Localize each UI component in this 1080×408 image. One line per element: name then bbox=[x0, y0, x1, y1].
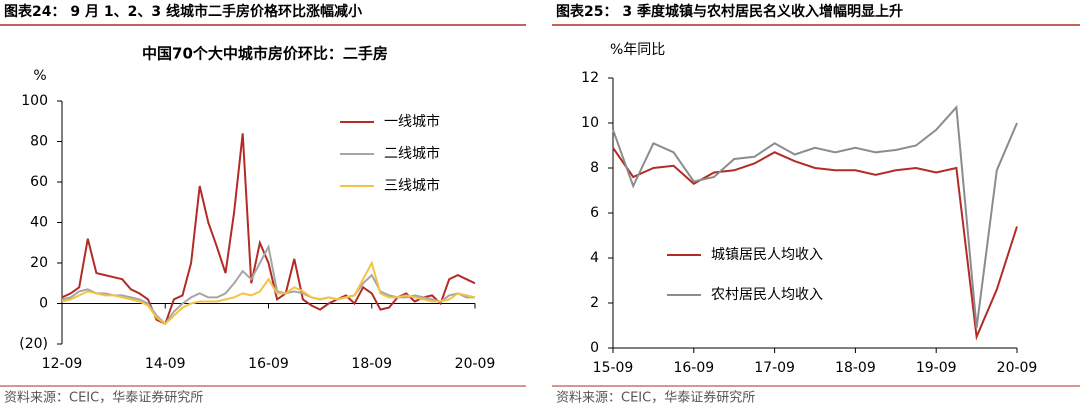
legend-label: 城镇居民人均收入 bbox=[711, 247, 823, 263]
y-tick-label: 60 bbox=[30, 174, 48, 190]
y-tick-label: 0 bbox=[590, 340, 599, 356]
x-tick-label: 16-09 bbox=[673, 360, 714, 376]
x-tick-label: 15-09 bbox=[593, 360, 634, 376]
x-tick-label: 12-09 bbox=[42, 356, 83, 372]
chart-title: 中国70个大中城市房价环比：二手房 bbox=[142, 45, 388, 63]
x-tick-label: 20-09 bbox=[997, 360, 1038, 376]
source: 资料来源：CEIC，华泰证券研究所 bbox=[4, 390, 203, 406]
y-tick-label: 12 bbox=[581, 70, 599, 86]
y-tick-label: (20) bbox=[19, 336, 48, 352]
y-tick-label: 20 bbox=[30, 255, 48, 271]
y-tick-label: 80 bbox=[30, 134, 48, 150]
series-line bbox=[61, 243, 475, 326]
x-tick-label: 18-09 bbox=[351, 356, 392, 372]
x-tick-label: 20-09 bbox=[455, 356, 496, 372]
series-line bbox=[612, 104, 1018, 328]
y-axis-label: % bbox=[33, 68, 46, 84]
y-tick-label: 10 bbox=[581, 115, 599, 131]
x-tick-label: 17-09 bbox=[754, 360, 795, 376]
x-tick-label: 16-09 bbox=[248, 356, 289, 372]
x-tick-label: 14-09 bbox=[145, 356, 186, 372]
x-tick-label: 19-09 bbox=[916, 360, 957, 376]
header: 图表25： 3 季度城镇与农村居民名义收入增幅明显上升 bbox=[556, 3, 903, 20]
legend-label: 三线城市 bbox=[384, 177, 440, 194]
legend-label: 一线城市 bbox=[384, 113, 440, 130]
legend-label: 二线城市 bbox=[384, 145, 440, 162]
y-tick-label: 2 bbox=[590, 295, 599, 311]
y-tick-label: 0 bbox=[39, 296, 48, 312]
y-tick-label: 6 bbox=[590, 205, 599, 221]
x-tick-label: 18-09 bbox=[835, 360, 876, 376]
source: 资料来源：CEIC，华泰证券研究所 bbox=[556, 390, 755, 406]
y-tick-label: 100 bbox=[21, 93, 48, 109]
header: 图表24： 9 月 1、2、3 线城市二手房价格环比涨幅减小 bbox=[4, 3, 362, 20]
y-tick-label: 40 bbox=[30, 215, 48, 231]
y-tick-label: 8 bbox=[590, 160, 599, 176]
y-axis-label: %年同比 bbox=[610, 42, 665, 58]
series-line bbox=[61, 133, 476, 326]
legend-label: 农村居民人均收入 bbox=[711, 287, 823, 303]
y-tick-label: 4 bbox=[590, 250, 599, 266]
series-line bbox=[612, 147, 1018, 341]
series-line bbox=[61, 260, 476, 326]
